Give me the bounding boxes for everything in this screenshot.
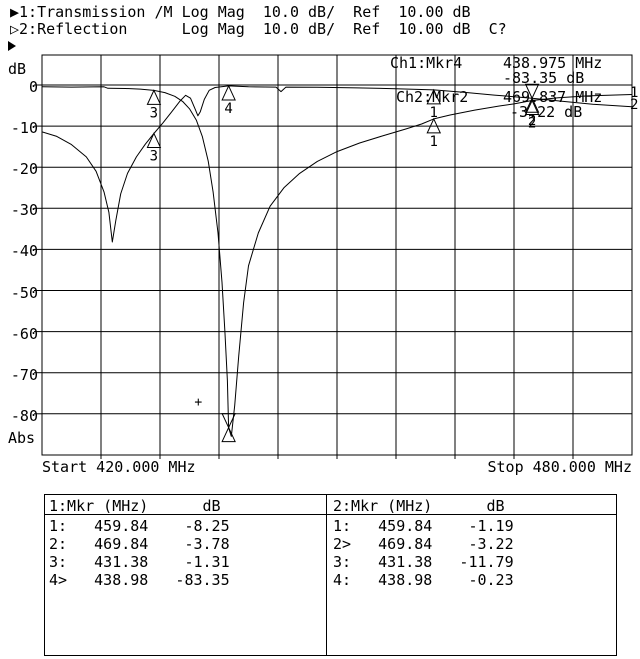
ch2-marker-readout-label: Ch2:Mkr2 <box>396 88 469 106</box>
y-tick-label--60: -60 <box>10 324 38 343</box>
ch1-marker-readout-freq: 438.975 MHz <box>503 54 603 72</box>
trace2-header: ▷2:Reflection Log Mag 10.0 dB/ Ref 10.00… <box>10 20 507 38</box>
y-axis-abs-label: Abs <box>8 429 36 447</box>
y-tick-label--40: -40 <box>10 242 38 261</box>
ch2-marker-readout-db: -3.22 dB <box>510 103 583 121</box>
ch1-marker-2-icon <box>524 99 540 116</box>
ch1-marker-table-header: 1:Mkr (MHz) dB <box>49 497 221 515</box>
ch1-marker-table-row-4: 4> 438.98 -83.35 <box>49 571 230 589</box>
y-tick-label--70: -70 <box>10 365 38 384</box>
channel-header: ▶1:Transmission /M Log Mag 10.0 dB/ Ref … <box>10 4 507 38</box>
y-axis-unit-label: dB <box>8 60 27 78</box>
ch2-marker-table-row-1: 1: 459.84 -1.19 <box>333 517 514 535</box>
marker-tables-divider <box>326 495 327 655</box>
ch2-marker-1-number: 1 <box>430 105 438 121</box>
ch2-marker-3-number: 3 <box>150 148 158 164</box>
ch1-marker-1-icon <box>426 117 442 134</box>
trace-1-transmission <box>42 86 632 437</box>
trace1-edge-label: 1 <box>630 85 639 101</box>
ch2-marker-table-row-4: 4: 438.98 -0.23 <box>333 571 514 589</box>
x-axis-stop-label: Stop 480.000 MHz <box>487 458 633 476</box>
ch2-marker-table-rows: 1: 459.84 -1.19 2> 469.84 -3.22 3: 431.38 … <box>333 517 514 589</box>
ch1-marker-readout-db: -83.35 dB <box>503 69 585 87</box>
ch2-marker-2-active-icon <box>524 83 540 100</box>
y-tick-label--20: -20 <box>10 160 38 179</box>
marker-tables-header-rule <box>45 514 616 515</box>
y-tick-label--30: -30 <box>10 201 38 220</box>
ch1-marker-readout-label: Ch1:Mkr4 <box>390 54 463 72</box>
x-axis-start-label: Start 420.000 MHz <box>42 458 196 476</box>
ch1-marker-table-rows: 1: 459.84 -8.25 2: 469.84 -3.78 3: 431.38 … <box>49 517 230 589</box>
ch2-marker-1-icon <box>426 88 442 105</box>
ch1-marker-4-active-icon <box>221 413 236 429</box>
ch2-marker-2-number: 2 <box>528 113 536 129</box>
ch1-marker-table-row-3: 3: 431.38 -1.31 <box>49 553 230 571</box>
ch2-marker-table-row-2: 2> 469.84 -3.22 <box>333 535 514 553</box>
trace1-header: ▶1:Transmission /M Log Mag 10.0 dB/ Ref … <box>10 3 471 21</box>
ref-position-icon <box>8 41 16 51</box>
ch1-marker-table-row-2: 2: 469.84 -3.78 <box>49 535 230 553</box>
marker-tables-box: 1:Mkr (MHz) dB 2:Mkr (MHz) dB 1: 459.84 … <box>44 494 617 656</box>
ch1-marker-2-number: 2 <box>528 116 536 132</box>
marker-plus-glyph: + <box>194 395 202 410</box>
trace-2-reflection <box>42 85 632 243</box>
y-tick-label--10: -10 <box>10 119 38 138</box>
ch1-marker-3-icon <box>146 89 162 105</box>
ch2-marker-table-row-3: 3: 431.38 -11.79 <box>333 553 514 571</box>
ch2-marker-2-icon <box>524 97 540 113</box>
trace2-edge-label: 2 <box>630 97 639 113</box>
ch1-marker-3-number: 3 <box>150 105 158 121</box>
ch2-marker-readout-freq: 469.837 MHz <box>503 88 603 106</box>
y-tick-label--50: -50 <box>10 283 38 302</box>
ch1-marker-table-row-1: 1: 459.84 -8.25 <box>49 517 230 535</box>
ch2-marker-4-icon <box>221 84 236 101</box>
y-tick-label-0: 0 <box>28 78 38 96</box>
ch2-marker-table-header: 2:Mkr (MHz) dB <box>333 497 505 515</box>
ch2-marker-3-icon <box>146 132 162 148</box>
ch2-marker-4-number: 4 <box>224 101 232 117</box>
y-tick-label--80: -80 <box>10 406 38 425</box>
ch1-marker-4-icon <box>221 426 236 443</box>
ch1-marker-1-number: 1 <box>430 134 438 150</box>
